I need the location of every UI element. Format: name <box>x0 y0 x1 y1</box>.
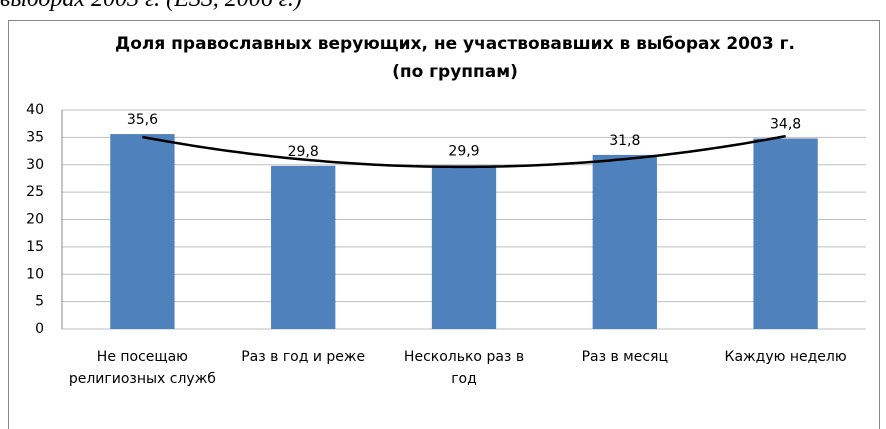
data-label: 29,8 <box>288 144 319 160</box>
bar <box>431 165 497 329</box>
y-tick-label: 5 <box>35 294 44 310</box>
x-tick-label: Раз в год и реже <box>241 349 366 365</box>
y-tick-label: 30 <box>26 157 44 173</box>
y-tick-label: 40 <box>26 102 44 118</box>
caption: выборах 2003 г. (ESS, 2006 г.) <box>0 0 302 13</box>
y-tick-label: 0 <box>35 321 44 337</box>
x-tick-label: Каждую неделю <box>724 349 847 365</box>
x-tick-label: Не посещаю религиозных служб <box>68 349 216 387</box>
data-label: 35,6 <box>127 112 158 128</box>
data-label: 29,9 <box>448 143 479 159</box>
bar <box>110 134 175 329</box>
y-tick-label: 15 <box>26 239 44 255</box>
y-tick-label: 25 <box>26 184 44 200</box>
x-tick-label: Несколько раз в год <box>403 349 525 387</box>
bar <box>271 165 336 329</box>
y-tick-label: 20 <box>26 212 44 228</box>
bar <box>592 154 657 329</box>
data-label: 31,8 <box>609 133 640 149</box>
y-tick-label: 35 <box>26 129 44 145</box>
bar <box>753 138 818 329</box>
trendline <box>142 134 786 169</box>
chart-frame <box>8 20 880 429</box>
y-tick-label: 10 <box>26 266 44 282</box>
x-tick-label: Раз в месяц <box>581 349 669 365</box>
chart-title: Доля православных верующих, не участвова… <box>115 34 795 82</box>
data-label: 34,8 <box>770 116 801 132</box>
